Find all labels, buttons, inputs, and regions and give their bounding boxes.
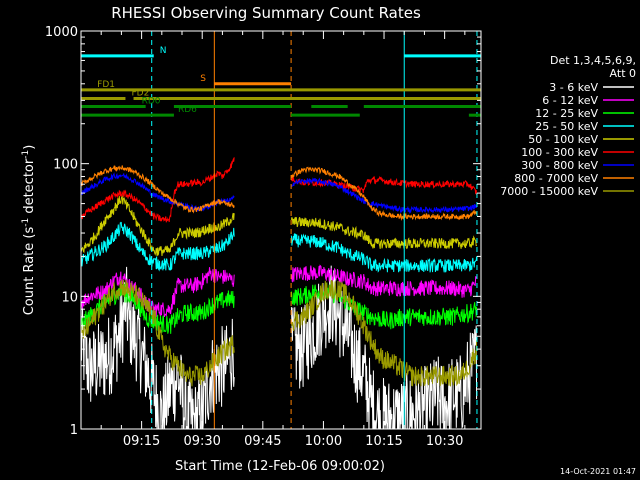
legend-header-line-2: Att 0 xyxy=(610,67,636,80)
x-tick-label: 09:30 xyxy=(183,434,220,449)
timestamp: 14-Oct-2021 01:47 xyxy=(560,467,636,476)
series-line xyxy=(81,264,477,318)
x-tick-label: 10:15 xyxy=(365,434,402,449)
y-tick-label: 100 xyxy=(53,158,78,173)
legend-label: 100 - 300 keV xyxy=(521,146,598,159)
series-line xyxy=(81,279,478,387)
x-tick-label: 10:30 xyxy=(426,434,463,449)
series-line xyxy=(81,265,478,429)
legend-label: 300 - 800 keV xyxy=(521,159,598,172)
legend-label: 6 - 12 keV xyxy=(542,94,598,107)
y-tick-label: 1000 xyxy=(45,25,78,40)
flag-label: N xyxy=(160,46,167,56)
y-tick-label: 1 xyxy=(70,423,78,438)
legend-header-line-1: Det 1,3,4,5,6,9, xyxy=(550,54,636,67)
legend-label: 12 - 25 keV xyxy=(535,107,598,120)
series-line xyxy=(81,164,477,222)
series-line xyxy=(81,157,478,223)
legend-label: 3 - 6 keV xyxy=(549,81,598,94)
x-tick-label: 10:00 xyxy=(305,434,342,449)
series-line xyxy=(81,194,478,257)
legend-label: 7000 - 15000 keV xyxy=(500,185,598,198)
series-line xyxy=(81,172,478,214)
y-axis-label: Count Rate (s-1 detector-1) xyxy=(21,145,37,316)
axis-layer: 1000 100 10 1 09:15 09:30 09:45 10:00 10:15 10:30 xyxy=(45,25,481,449)
flag-label: FD2 xyxy=(132,88,150,98)
flag-label: RD0 xyxy=(142,96,161,106)
series-line xyxy=(81,221,478,273)
legend-label: 25 - 50 keV xyxy=(535,120,598,133)
plot-frame xyxy=(80,30,482,430)
flag-label: FD1 xyxy=(97,80,115,90)
y-tick-label: 10 xyxy=(61,290,78,305)
x-axis-label: Start Time (12-Feb-06 09:00:02) xyxy=(175,459,385,474)
flag-label: RD6 xyxy=(178,105,197,115)
x-tick-label: 09:45 xyxy=(244,434,281,449)
legend-label: 800 - 7000 keV xyxy=(514,172,598,185)
legend-label: 50 - 100 keV xyxy=(528,133,598,146)
series-layer xyxy=(81,157,478,429)
x-tick-label: 09:15 xyxy=(123,434,160,449)
chart-title: RHESSI Observing Summary Count Rates xyxy=(111,4,421,22)
flag-label: S xyxy=(200,74,206,84)
